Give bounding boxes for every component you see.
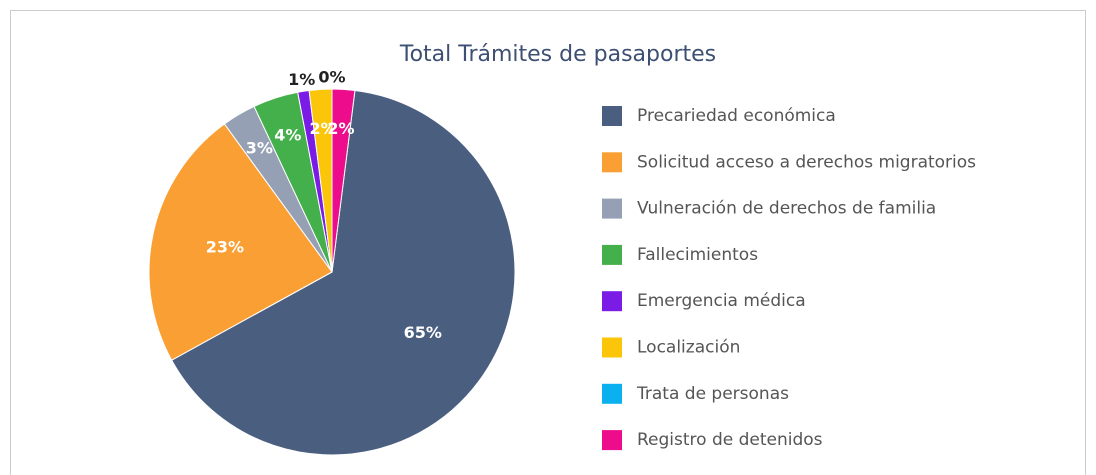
data-label: 0% [318, 68, 345, 87]
legend-swatch [602, 152, 622, 173]
legend-text: Localización [637, 338, 740, 358]
pie-slice [148, 123, 333, 361]
legend-text: Precariedad económica [637, 106, 836, 126]
legend-swatch [602, 337, 622, 358]
data-label: 23% [206, 238, 244, 257]
legend-swatch [602, 106, 622, 126]
data-label: 65% [404, 323, 442, 342]
data-label: 4% [274, 126, 301, 145]
legend-text: Emergencia médica [637, 291, 806, 311]
pie-slice [170, 89, 516, 456]
legend-swatch [602, 383, 622, 404]
data-label: 2% [309, 119, 336, 138]
legend-swatch [602, 291, 622, 312]
data-label: 2% [327, 119, 354, 138]
legend-text: Trata de personas [636, 384, 789, 404]
legend-text: Registro de detenidos [637, 430, 823, 450]
data-label: 1% [288, 70, 315, 89]
legend-swatch [602, 430, 622, 451]
chart-title: Total Trámites de pasaportes [399, 42, 716, 67]
legend-text: Fallecimientos [637, 245, 758, 265]
data-label: 3% [246, 139, 273, 158]
legend-text: Solicitud acceso a derechos migratorios [637, 152, 976, 172]
legend-swatch [602, 244, 622, 265]
legend-swatch [602, 198, 622, 219]
legend-text: Vulneración de derechos de familia [637, 199, 936, 219]
pie-slice [331, 88, 356, 273]
